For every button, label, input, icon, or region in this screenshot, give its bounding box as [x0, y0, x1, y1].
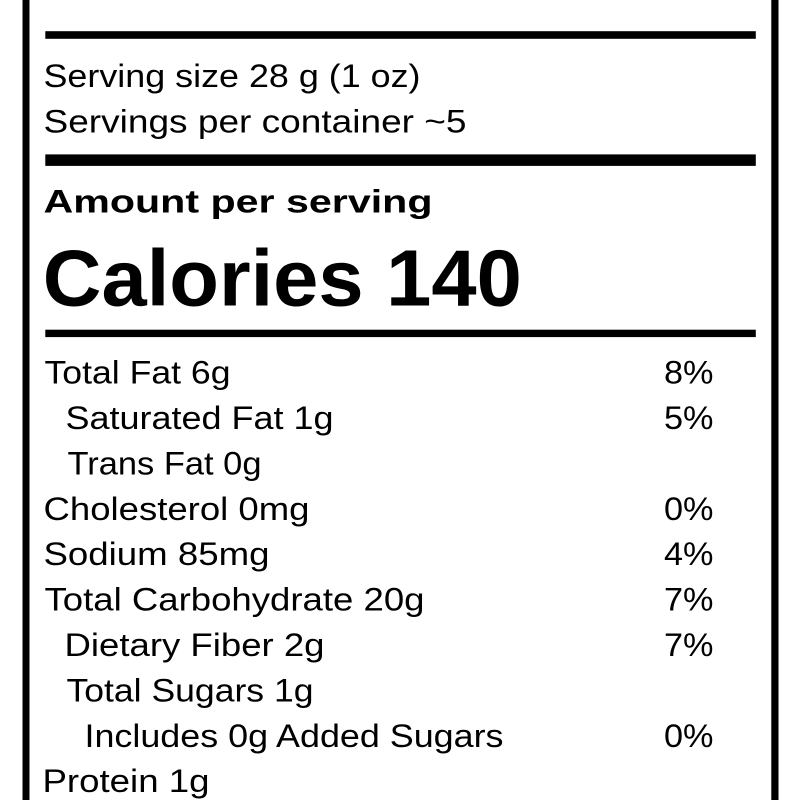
svg-text:Total Sugars 1g: Total Sugars 1g [67, 671, 314, 708]
svg-text:Total Fat 6g: Total Fat 6g [45, 354, 231, 391]
svg-text:Servings per container ~5: Servings per container ~5 [44, 102, 467, 139]
svg-text:0%: 0% [664, 490, 714, 527]
svg-text:Saturated Fat 1g: Saturated Fat 1g [66, 399, 334, 436]
svg-text:Total Carbohydrate 20g: Total Carbohydrate 20g [45, 581, 425, 618]
svg-text:0%: 0% [664, 717, 714, 754]
svg-text:7%: 7% [664, 581, 714, 618]
svg-text:5%: 5% [664, 399, 714, 436]
svg-text:Cholesterol 0mg: Cholesterol 0mg [44, 490, 310, 527]
svg-text:Protein 1g: Protein 1g [43, 762, 210, 799]
svg-text:Dietary Fiber 2g: Dietary Fiber 2g [65, 626, 325, 663]
svg-text:7%: 7% [664, 626, 714, 663]
svg-text:8%: 8% [664, 354, 714, 391]
svg-text:Includes 0g Added Sugars: Includes 0g Added Sugars [85, 717, 504, 754]
svg-text:Calories 140: Calories 140 [43, 234, 522, 323]
svg-text:Serving size 28 g (1 oz): Serving size 28 g (1 oz) [44, 57, 421, 94]
svg-text:Trans Fat 0g: Trans Fat 0g [68, 444, 262, 481]
svg-text:Amount per serving: Amount per serving [44, 182, 433, 219]
svg-text:4%: 4% [664, 535, 714, 572]
svg-text:Sodium 85mg: Sodium 85mg [44, 535, 270, 572]
